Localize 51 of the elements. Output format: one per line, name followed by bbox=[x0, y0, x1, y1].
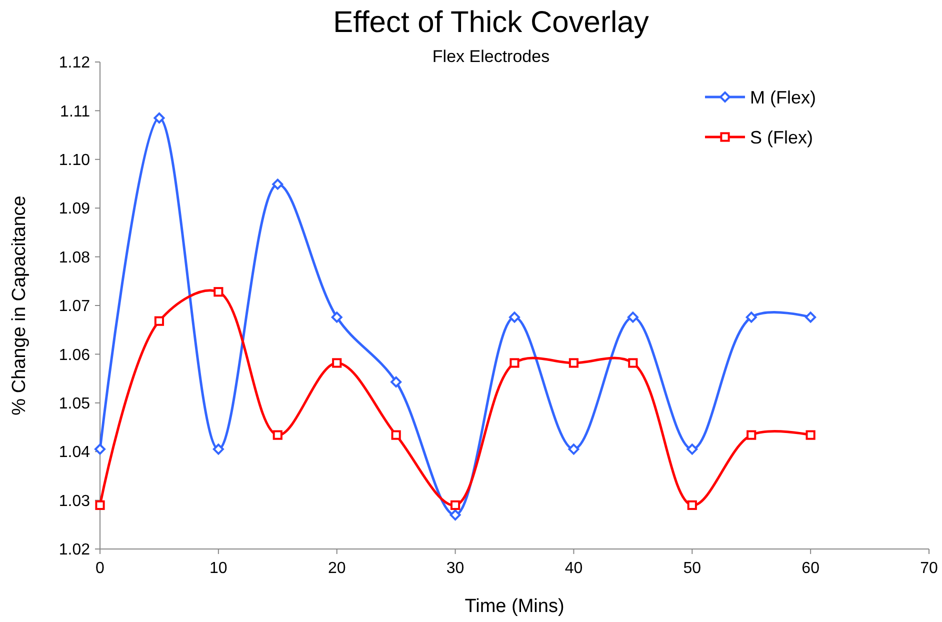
point bbox=[746, 430, 756, 440]
legend-label: S (Flex) bbox=[750, 127, 813, 148]
point bbox=[391, 430, 401, 440]
y-tick-label: 1.10 bbox=[58, 152, 90, 169]
point bbox=[806, 430, 816, 440]
point bbox=[272, 430, 282, 440]
point bbox=[94, 444, 106, 455]
y-tick-label: 1.05 bbox=[58, 396, 90, 412]
point bbox=[450, 500, 460, 510]
point bbox=[450, 509, 461, 520]
point bbox=[509, 312, 520, 323]
point bbox=[332, 358, 342, 368]
point bbox=[746, 312, 757, 323]
point bbox=[687, 500, 697, 510]
point bbox=[568, 358, 579, 368]
x-tick-label: 20 bbox=[328, 560, 346, 577]
x-tick-label: 0 bbox=[96, 560, 105, 577]
x-tick-label: 30 bbox=[446, 560, 464, 577]
point bbox=[272, 178, 284, 190]
y-tick-label: 1.03 bbox=[58, 492, 90, 510]
point bbox=[686, 444, 698, 455]
y-tick-label: 1.11 bbox=[60, 103, 90, 120]
y-tick-label: 1.12 bbox=[58, 54, 90, 72]
y-tick-label: 1.04 bbox=[58, 444, 90, 462]
legend-label: M (Flex) bbox=[750, 87, 816, 108]
point bbox=[331, 312, 342, 323]
point bbox=[154, 112, 165, 124]
x-axis-title: Time (Mins) bbox=[464, 596, 564, 617]
point bbox=[510, 358, 520, 368]
y-tick-label: 1.02 bbox=[58, 542, 90, 559]
chart-subtitle: Flex Electrodes bbox=[432, 47, 550, 66]
y-tick-label: 1.06 bbox=[58, 346, 90, 364]
point bbox=[212, 444, 224, 455]
x-tick-label: 70 bbox=[920, 560, 938, 577]
x-tick-label: 60 bbox=[802, 560, 820, 577]
point bbox=[568, 444, 580, 455]
point bbox=[214, 287, 224, 297]
point bbox=[154, 316, 164, 326]
x-tick-label: 40 bbox=[564, 560, 583, 577]
point bbox=[805, 312, 816, 323]
x-tick-label: 50 bbox=[683, 560, 702, 577]
point bbox=[95, 500, 105, 510]
y-tick-label: 1.08 bbox=[58, 249, 90, 266]
x-tick-label: 10 bbox=[210, 560, 228, 577]
y-axis-title: % Change in Capacitance bbox=[9, 196, 30, 416]
point bbox=[627, 312, 638, 323]
point bbox=[390, 376, 402, 388]
y-tick-label: 1.09 bbox=[58, 200, 90, 218]
point bbox=[628, 358, 638, 368]
chart-title: Effect of Thick Coverlay bbox=[333, 6, 649, 39]
y-tick-label: 1.07 bbox=[58, 298, 90, 316]
